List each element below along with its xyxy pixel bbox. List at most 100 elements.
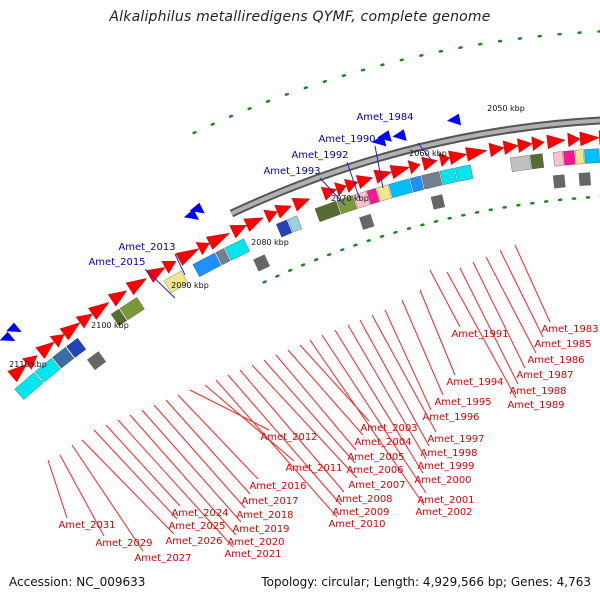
- annotation-box: [110, 308, 127, 327]
- gene-label[interactable]: Amet_2005: [347, 452, 404, 463]
- gene-label[interactable]: Amet_1990: [318, 134, 375, 145]
- label-connector: [417, 142, 434, 163]
- annotation-box: [52, 347, 75, 369]
- annotation-box: [353, 191, 371, 209]
- gene-label[interactable]: Amet_1985: [534, 339, 591, 350]
- label-connector: [347, 324, 427, 460]
- topology-text: Topology: circular; Length: 4,929,566 bp…: [261, 575, 591, 589]
- label-connector: [117, 419, 234, 548]
- annotation-box: [163, 270, 189, 293]
- label-connector: [429, 269, 461, 328]
- gene-label[interactable]: Amet_2031: [58, 520, 115, 531]
- backbone: [230, 118, 600, 216]
- annotation-box: [287, 215, 303, 233]
- gene-label[interactable]: Amet_2018: [236, 510, 293, 521]
- gene-label[interactable]: Amet_1994: [446, 377, 503, 388]
- forward-gene-arrow: [488, 142, 505, 158]
- annotation-box: [388, 178, 413, 198]
- gene-label[interactable]: Amet_1991: [451, 329, 508, 340]
- gene-label[interactable]: Amet_2009: [332, 507, 389, 518]
- gene-label[interactable]: Amet_1983: [541, 324, 598, 335]
- gene-label[interactable]: Amet_1989: [507, 400, 564, 411]
- gene-label[interactable]: Amet_2004: [354, 437, 411, 448]
- gene-label[interactable]: Amet_2000: [414, 475, 471, 486]
- gene-label[interactable]: Amet_2020: [227, 537, 284, 548]
- forward-gene-arrow: [516, 138, 533, 153]
- gene-label[interactable]: Amet_1998: [420, 448, 477, 459]
- forward-gene-arrow: [502, 140, 519, 155]
- label-connector: [299, 344, 370, 422]
- gene-label[interactable]: Amet_1987: [516, 370, 573, 381]
- gene-label[interactable]: Amet_2021: [224, 549, 281, 560]
- gene-label[interactable]: Amet_2013: [118, 242, 175, 253]
- gene-label[interactable]: Amet_1995: [434, 397, 491, 408]
- label-connector: [446, 271, 517, 399]
- annotation-box: [454, 164, 474, 182]
- reverse-gene-arrow: [0, 331, 16, 342]
- gene-label[interactable]: Amet_2008: [335, 494, 392, 505]
- reverse-gene-arrow: [392, 129, 407, 141]
- gene-label[interactable]: Amet_2029: [95, 538, 152, 549]
- gene-label[interactable]: Amet_2017: [241, 496, 298, 507]
- label-connector: [263, 359, 356, 464]
- forward-gene-arrow: [229, 225, 248, 239]
- gene-label[interactable]: Amet_1988: [509, 386, 566, 397]
- gene-label[interactable]: Amet_1997: [427, 434, 484, 445]
- map-title: Alkaliphilus metalliredigens QYMF, compl…: [109, 9, 491, 25]
- gene-label[interactable]: Amet_2015: [88, 257, 145, 268]
- forward-gene-arrow: [546, 134, 566, 150]
- gene-label[interactable]: Amet_2025: [168, 521, 225, 532]
- annotation-box: [584, 148, 600, 164]
- gene-label[interactable]: Amet_2006: [346, 465, 403, 476]
- forward-gene-arrow: [389, 165, 411, 180]
- gene-label[interactable]: Amet_2024: [171, 508, 228, 519]
- gene-label[interactable]: Amet_1993: [263, 166, 320, 177]
- forward-gene-arrow: [344, 178, 359, 193]
- gene-label[interactable]: Amet_1992: [291, 150, 348, 161]
- gene-label[interactable]: Amet_2019: [232, 524, 289, 535]
- annotation-box: [34, 357, 61, 383]
- label-connector: [71, 444, 144, 552]
- scale-tick-label: 2100 kbp: [91, 321, 129, 330]
- gene-label[interactable]: Amet_2027: [134, 553, 191, 564]
- gene-label[interactable]: Amet_2003: [360, 423, 417, 434]
- annotation-box: [192, 252, 222, 277]
- annotation-box: [553, 151, 564, 167]
- gc-dot-track-inner: [262, 195, 600, 284]
- gene-label[interactable]: Amet_1996: [422, 412, 479, 423]
- label-connector: [215, 379, 338, 518]
- forward-gene-arrow: [145, 267, 166, 283]
- label-connector: [472, 261, 526, 369]
- gene-label[interactable]: Amet_2011: [285, 463, 342, 474]
- reverse-gene-arrow: [6, 322, 22, 332]
- gene-label[interactable]: Amet_2012: [260, 432, 317, 443]
- scale-tick-label: 2110 kbp: [9, 360, 47, 369]
- forward-gene-arrow: [35, 341, 55, 359]
- forward-gene-arrow: [49, 334, 65, 348]
- forward-gene-arrow: [206, 232, 231, 250]
- gene-label[interactable]: Amet_2007: [348, 480, 405, 491]
- forward-gene-arrow: [243, 217, 264, 232]
- forward-gene-arrow: [274, 205, 292, 219]
- gene-label[interactable]: Amet_2001: [417, 495, 474, 506]
- gc-dot-track-outer: [192, 30, 600, 135]
- gene-label[interactable]: Amet_2010: [328, 519, 385, 530]
- gene-label[interactable]: Amet_1986: [527, 355, 584, 366]
- forward-gene-arrow: [448, 150, 468, 165]
- annotation-box-grey: [87, 351, 107, 371]
- label-connector: [374, 145, 384, 189]
- label-connector: [165, 399, 251, 495]
- gene-label[interactable]: Amet_2002: [415, 507, 472, 518]
- gene-label[interactable]: Amet_1984: [356, 112, 413, 123]
- gene-label[interactable]: Amet_2026: [165, 536, 222, 547]
- label-connector: [81, 439, 175, 535]
- forward-gene-arrow: [161, 260, 177, 274]
- gene-label[interactable]: Amet_2016: [249, 481, 306, 492]
- accession-text: Accession: NC_009633: [9, 575, 146, 589]
- label-connector: [275, 354, 357, 451]
- forward-gene-arrow: [195, 242, 210, 256]
- forward-gene-arrow: [107, 290, 128, 307]
- forward-gene-arrow: [373, 169, 393, 184]
- reverse-gene-arrow: [189, 202, 205, 214]
- gene-label[interactable]: Amet_1999: [417, 461, 474, 472]
